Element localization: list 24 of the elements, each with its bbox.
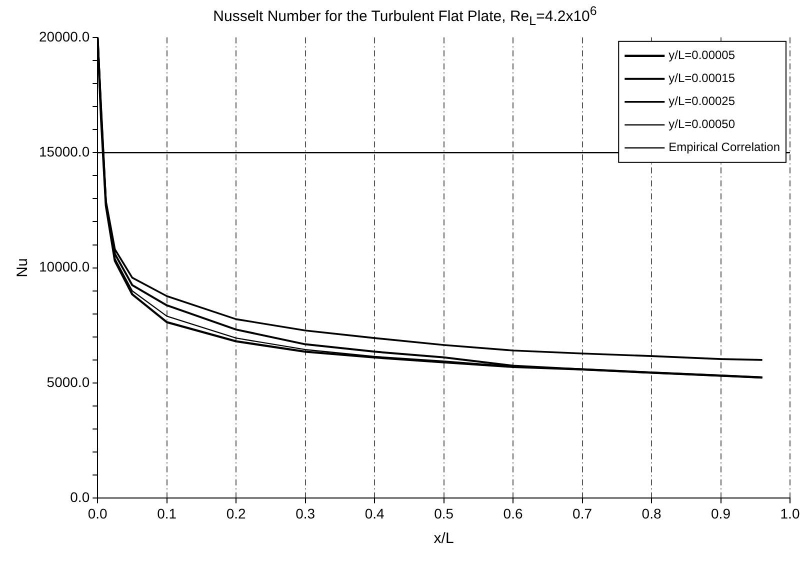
x-tick-label: 0.5	[434, 505, 454, 522]
y-tick-label: 15000.0	[38, 143, 90, 160]
x-tick-label: 0.0	[88, 505, 108, 522]
x-tick-label: 0.1	[157, 505, 177, 522]
x-tick-label: 0.8	[642, 505, 662, 522]
legend-label: y/L=0.00005	[668, 48, 736, 62]
chart-title: Nusselt Number for the Turbulent Flat Plate, Re$_{L}$=4.2x10$^{6}$	[212, 4, 598, 28]
legend-label: y/L=0.00050	[668, 117, 736, 132]
x-tick-label: 1.0	[780, 505, 800, 522]
x-tick-label: 0.7	[572, 505, 592, 522]
legend-label: y/L=0.00015	[668, 71, 736, 86]
x-tick-label: 0.6	[503, 505, 523, 522]
y-tick-label: 10000.0	[38, 258, 90, 275]
y-tick-label: 5000.0	[46, 374, 90, 390]
y-axis-title: Nu	[14, 258, 32, 278]
x-tick-label: 0.9	[711, 505, 731, 522]
legend-label: y/L=0.00025	[668, 94, 736, 108]
x-axis-title: x/L	[434, 530, 454, 548]
x-tick-label: 0.2	[226, 505, 246, 522]
legend-label: Empirical Correlation	[668, 140, 780, 154]
y-tick-label: 20000.0	[38, 28, 90, 44]
x-tick-label: 0.4	[364, 505, 385, 522]
y-tick-label: 0.0	[70, 489, 90, 506]
x-tick-label: 0.3	[296, 505, 316, 522]
